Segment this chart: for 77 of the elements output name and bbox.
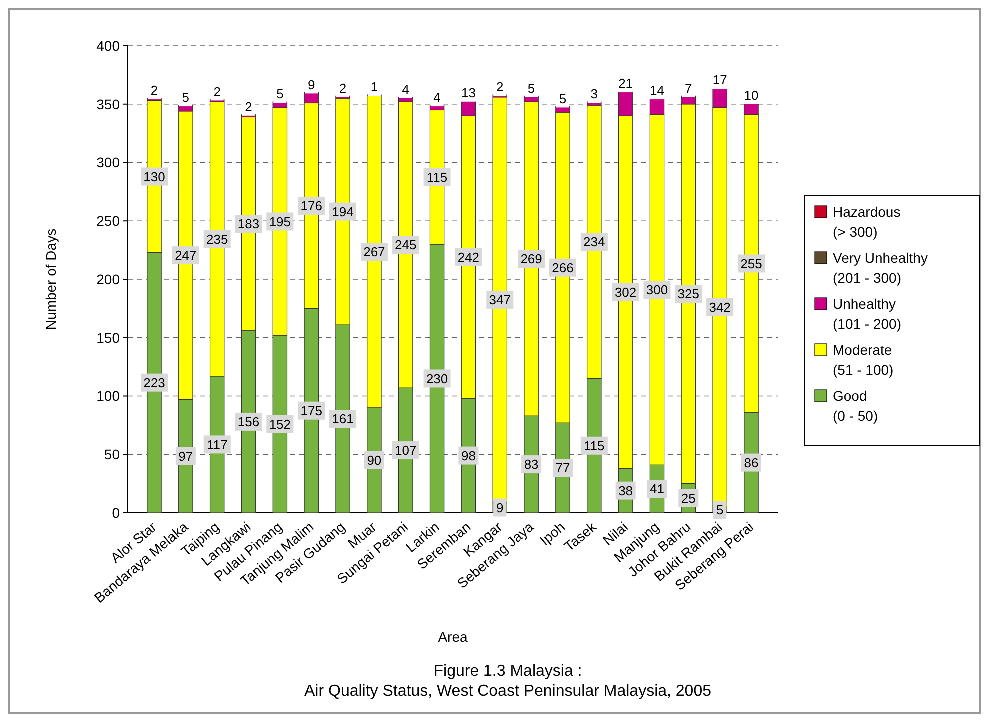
data-label: 2 xyxy=(496,80,504,95)
legend-label: Unhealthy (101 - 200) xyxy=(833,296,902,332)
legend-label: Good (0 - 50) xyxy=(833,388,878,424)
legend-label: Hazardous (> 300) xyxy=(833,204,901,240)
data-label: 223 xyxy=(144,375,166,390)
data-label: 267 xyxy=(364,244,386,260)
data-label: 269 xyxy=(520,252,542,267)
data-label: 255 xyxy=(740,256,762,272)
data-label: 195 xyxy=(269,214,292,230)
data-label: 342 xyxy=(709,300,731,316)
legend-label: Very Unhealthy (201 - 300) xyxy=(833,250,928,286)
data-label: 97 xyxy=(178,448,194,464)
data-label: 86 xyxy=(744,455,759,470)
data-label: 4 xyxy=(434,90,441,106)
data-label: 194 xyxy=(332,204,354,220)
text: Figure 1.3 Malaysia : Air Quality Status, West Coast Peninsular Malaysia, 2005 xyxy=(304,663,712,700)
y-tick-label: 150 xyxy=(96,330,120,346)
legend-label: Moderate (51 - 100) xyxy=(833,342,894,378)
y-tick-label: 350 xyxy=(96,96,120,112)
data-label: 115 xyxy=(426,170,448,185)
data-label: 9 xyxy=(308,77,316,92)
data-label: 5 xyxy=(559,91,567,106)
data-label: 9 xyxy=(496,500,504,516)
data-label: 7 xyxy=(685,80,692,96)
data-label: 3 xyxy=(590,86,598,102)
y-tick-label: 50 xyxy=(104,446,120,463)
data-label: 25 xyxy=(681,490,696,506)
data-label: 156 xyxy=(238,414,260,430)
data-label: 41 xyxy=(650,482,664,497)
data-label: 98 xyxy=(461,448,476,464)
y-tick-label: 250 xyxy=(96,213,120,230)
data-label: 152 xyxy=(269,416,292,432)
data-label: 325 xyxy=(678,286,700,302)
y-tick-label: 0 xyxy=(112,504,120,521)
data-label: 176 xyxy=(300,198,322,214)
data-label: 83 xyxy=(524,457,539,472)
data-label: 245 xyxy=(395,238,417,253)
data-label: 2 xyxy=(339,80,347,96)
data-label: 10 xyxy=(744,88,759,103)
data-label: 242 xyxy=(458,250,480,265)
data-label: 5 xyxy=(276,86,284,102)
data-label: 235 xyxy=(206,232,228,247)
data-label: 5 xyxy=(716,502,724,518)
data-label: 38 xyxy=(618,483,634,498)
data-label: 2 xyxy=(245,99,252,114)
data-label: 161 xyxy=(332,412,354,427)
y-axis-title: Number of Days xyxy=(43,228,59,330)
data-label: 175 xyxy=(300,403,322,418)
data-label: 302 xyxy=(614,284,637,300)
data-label: 107 xyxy=(395,443,417,458)
data-label: 300 xyxy=(646,282,668,298)
data-label: 230 xyxy=(426,371,448,386)
data-label: 4 xyxy=(402,82,410,97)
data-label: 115 xyxy=(584,438,605,454)
data-label: 266 xyxy=(552,260,574,276)
data-label: 13 xyxy=(461,85,476,100)
x-axis-title: Area xyxy=(438,629,468,645)
data-label: 130 xyxy=(144,169,166,184)
data-label: 90 xyxy=(367,453,382,468)
y-tick-label: 100 xyxy=(96,388,120,404)
data-label: 347 xyxy=(489,292,511,308)
data-label: 17 xyxy=(712,72,728,88)
data-label: 77 xyxy=(556,460,570,476)
data-label: 234 xyxy=(584,234,606,250)
data-label: 5 xyxy=(528,80,536,96)
data-label: 14 xyxy=(650,83,664,98)
data-label: 247 xyxy=(175,248,197,264)
data-label: 21 xyxy=(618,76,634,92)
y-tick-label: 400 xyxy=(96,38,120,54)
data-label: 1 xyxy=(370,80,378,95)
data-label: 183 xyxy=(238,216,260,232)
data-label: 2 xyxy=(150,83,158,98)
data-label: 5 xyxy=(182,90,190,106)
data-label: 117 xyxy=(206,437,228,452)
y-tick-label: 300 xyxy=(96,154,120,171)
data-label: 2 xyxy=(214,84,221,100)
y-tick-label: 200 xyxy=(96,271,120,288)
